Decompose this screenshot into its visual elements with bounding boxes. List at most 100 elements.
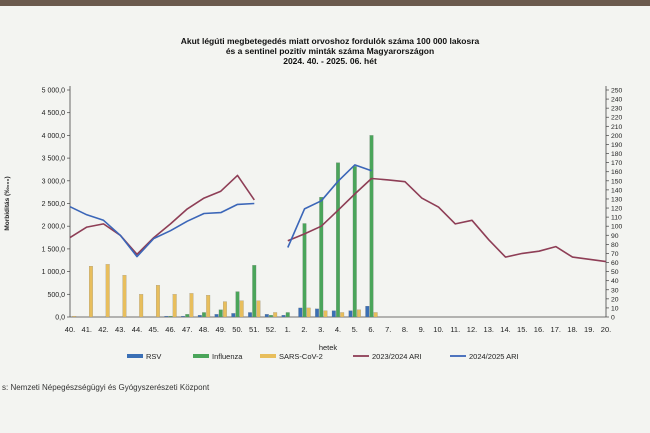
bar-influenza bbox=[319, 197, 324, 318]
bar-influenza bbox=[369, 135, 374, 318]
x-tick-label: 3. bbox=[318, 325, 324, 334]
x-tick-label: 14. bbox=[500, 325, 510, 334]
bar-sars-cov-2 bbox=[89, 266, 93, 318]
bar-sars-cov-2 bbox=[139, 294, 144, 318]
bar-sars-cov-2 bbox=[206, 295, 211, 318]
right-tick-label: 250 bbox=[611, 88, 623, 95]
right-tick-label: 240 bbox=[611, 97, 623, 104]
right-tick-label: 230 bbox=[611, 106, 623, 113]
x-tick-label: 1. bbox=[285, 325, 291, 334]
x-tick-label: 47. bbox=[182, 325, 192, 334]
left-tick-label: 5 000,0 bbox=[42, 88, 65, 95]
left-tick-label: 0,0 bbox=[55, 315, 65, 322]
right-tick-label: 30 bbox=[611, 287, 619, 294]
x-tick-label: 9. bbox=[419, 325, 425, 334]
right-tick-label: 160 bbox=[611, 169, 623, 176]
bar-influenza bbox=[302, 223, 307, 318]
bar-influenza bbox=[235, 291, 240, 318]
bar-sars-cov-2 bbox=[189, 293, 194, 318]
chart-title-line-3: 2024. 40. - 2025. 06. hét bbox=[283, 56, 377, 66]
right-tick-label: 130 bbox=[611, 196, 623, 203]
legend-label: SARS-CoV-2 bbox=[279, 352, 323, 361]
right-tick-label: 40 bbox=[611, 278, 619, 285]
bar-rsv bbox=[248, 312, 252, 318]
legend-label: RSV bbox=[146, 352, 161, 361]
bar-rsv bbox=[315, 308, 319, 318]
bar-rsv bbox=[331, 310, 336, 318]
bar-influenza bbox=[252, 265, 257, 318]
right-tick-label: 170 bbox=[611, 160, 623, 167]
bar-rsv bbox=[214, 314, 219, 318]
x-tick-label: 11. bbox=[450, 325, 460, 334]
right-tick-label: 70 bbox=[611, 251, 619, 258]
x-tick-label: 51. bbox=[249, 325, 259, 334]
right-tick-label: 90 bbox=[611, 233, 619, 240]
bar-sars-cov-2 bbox=[172, 294, 177, 318]
left-tick-label: 3 500,0 bbox=[42, 156, 65, 163]
right-tick-label: 60 bbox=[611, 260, 619, 267]
x-tick-label: 19. bbox=[584, 325, 594, 334]
bar-sars-cov-2 bbox=[340, 312, 345, 318]
paper-printout: Akut légúti megbetegedés miatt orvoshoz … bbox=[0, 6, 650, 433]
legend-label: 2023/2024 ARI bbox=[372, 352, 422, 361]
x-tick-label: 49. bbox=[216, 325, 226, 334]
legend-swatch bbox=[193, 354, 209, 358]
bar-rsv bbox=[348, 310, 353, 318]
line-2024-2025-ari bbox=[69, 202, 255, 258]
bar-influenza bbox=[269, 315, 273, 318]
x-tick-label: 10. bbox=[433, 325, 443, 334]
x-tick-label: 18. bbox=[567, 325, 577, 334]
chart-title-line-1: Akut légúti megbetegedés miatt orvoshoz … bbox=[181, 36, 480, 46]
legend-label: 2024/2025 ARI bbox=[469, 352, 519, 361]
left-tick-label: 2 000,0 bbox=[42, 224, 65, 231]
right-tick-label: 50 bbox=[611, 269, 619, 276]
bar-sars-cov-2 bbox=[156, 285, 160, 318]
left-tick-label: 3 000,0 bbox=[42, 178, 65, 185]
right-tick-label: 180 bbox=[611, 151, 623, 158]
line-2024-2025-ari bbox=[287, 164, 372, 248]
bar-sars-cov-2 bbox=[105, 264, 110, 318]
left-tick-label: 1 500,0 bbox=[42, 246, 65, 253]
chart-title-line-2: és a sentinel pozitív minták száma Magya… bbox=[226, 46, 434, 56]
left-tick-label: 2 500,0 bbox=[42, 201, 65, 208]
x-tick-label: 16. bbox=[534, 325, 544, 334]
line-2023-2024-ari bbox=[287, 177, 607, 263]
bar-rsv bbox=[181, 315, 185, 318]
right-tick-label: 220 bbox=[611, 115, 623, 122]
bar-sars-cov-2 bbox=[357, 309, 361, 318]
x-tick-label: 5. bbox=[352, 325, 358, 334]
x-tick-label: 41. bbox=[82, 325, 92, 334]
bar-rsv bbox=[365, 306, 370, 318]
bar-sars-cov-2 bbox=[373, 312, 378, 318]
x-axis-label: hetek bbox=[319, 343, 338, 352]
bar-rsv bbox=[231, 313, 236, 318]
x-tick-label: 52. bbox=[266, 325, 276, 334]
right-tick-label: 110 bbox=[611, 215, 622, 222]
left-tick-label: 1 000,0 bbox=[42, 269, 65, 276]
right-tick-label: 120 bbox=[611, 206, 623, 213]
right-tick-label: 200 bbox=[611, 133, 623, 140]
right-tick-label: 0 bbox=[611, 315, 615, 322]
x-tick-label: 40. bbox=[65, 325, 75, 334]
left-tick-label: 4 000,0 bbox=[42, 133, 65, 140]
x-tick-label: 13. bbox=[484, 325, 494, 334]
bar-rsv bbox=[197, 315, 202, 318]
bar-sars-cov-2 bbox=[72, 315, 77, 318]
left-tick-label: 500,0 bbox=[47, 292, 65, 299]
x-tick-label: 43. bbox=[115, 325, 125, 334]
x-tick-label: 20. bbox=[601, 325, 611, 334]
bar-sars-cov-2 bbox=[223, 301, 227, 318]
right-tick-label: 10 bbox=[611, 305, 619, 312]
legend-swatch bbox=[260, 354, 276, 358]
x-tick-label: 45. bbox=[149, 325, 159, 334]
bar-influenza bbox=[168, 315, 173, 318]
chart: Akut légúti megbetegedés miatt orvoshoz … bbox=[4, 36, 623, 361]
x-tick-label: 15. bbox=[517, 325, 527, 334]
left-tick-label: 4 500,0 bbox=[42, 110, 65, 117]
bar-rsv bbox=[281, 315, 286, 318]
bar-influenza bbox=[202, 312, 206, 318]
bar-rsv bbox=[164, 315, 169, 318]
legend-swatch bbox=[127, 354, 143, 358]
bar-influenza bbox=[336, 162, 340, 318]
x-tick-label: 6. bbox=[368, 325, 374, 334]
